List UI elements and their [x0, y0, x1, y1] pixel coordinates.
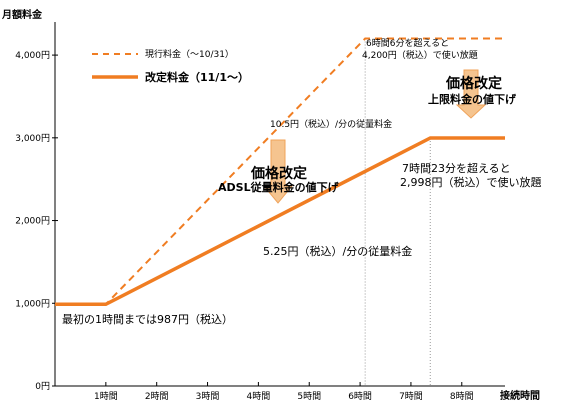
series-line-revised — [55, 136, 505, 307]
callout2-title: 価格改定 — [445, 75, 502, 92]
callout-adsl-rate: 価格改定 ADSL従量料金の値下げ — [218, 139, 340, 204]
new-cap-note-line2: 2,998円（税込）で使い放題 — [400, 175, 542, 189]
callout1-title: 価格改定 — [250, 165, 307, 182]
y-axis-title: 月額料金 — [1, 8, 43, 21]
legend-label-revised: 改定料金（11/1～） — [145, 70, 249, 84]
y-tick-label: 4,000円 — [15, 50, 50, 61]
x-tick-label: 1時間 — [94, 391, 118, 402]
old-cap-note-line1: 6時間6分を超えると — [366, 37, 449, 49]
legend: 現行料金（～10/31） 改定料金（11/1～） — [92, 48, 249, 84]
first-hour-note: 最初の1時間までは987円（税込） — [62, 312, 233, 326]
callout2-sub: 上限料金の値下げ — [428, 92, 517, 106]
old-rate-note: 10.5円（税込）/分の従量料金 — [270, 118, 392, 130]
y-tick-label: 0円 — [35, 381, 50, 392]
x-ticks: 1時間 2時間 3時間 4時間 5時間 6時間 7時間 8時間 — [94, 38, 474, 402]
old-cap-note-line2: 4,200円（税込）で使い放題 — [362, 49, 478, 61]
y-ticks: 0円 1,000円 2,000円 3,000円 4,000円 — [15, 50, 58, 392]
new-rate-note: 5.25円（税込）/分の従量料金 — [263, 244, 412, 258]
down-arrow-icon — [262, 139, 294, 204]
callout-cap-price: 価格改定 上限料金の値下げ — [428, 69, 517, 119]
x-tick-label: 4時間 — [247, 391, 271, 402]
down-arrow-icon — [455, 69, 487, 119]
y-tick-label: 3,000円 — [15, 133, 50, 144]
legend-label-current: 現行料金（～10/31） — [145, 48, 234, 60]
x-tick-label: 7時間 — [399, 391, 423, 402]
x-tick-label: 3時間 — [196, 391, 220, 402]
x-tick-label: 2時間 — [145, 391, 169, 402]
x-tick-label: 8時間 — [450, 391, 474, 402]
x-tick-label: 6時間 — [348, 391, 372, 402]
x-axis-title: 接続時間 — [500, 389, 540, 402]
callout1-sub: ADSL従量料金の値下げ — [218, 180, 340, 194]
x-tick-label: 5時間 — [297, 391, 321, 402]
y-tick-label: 1,000円 — [15, 298, 50, 309]
series-lines — [55, 37, 505, 307]
y-tick-label: 2,000円 — [15, 216, 50, 227]
new-cap-note-line1: 7時間23分を超えると — [402, 161, 511, 175]
